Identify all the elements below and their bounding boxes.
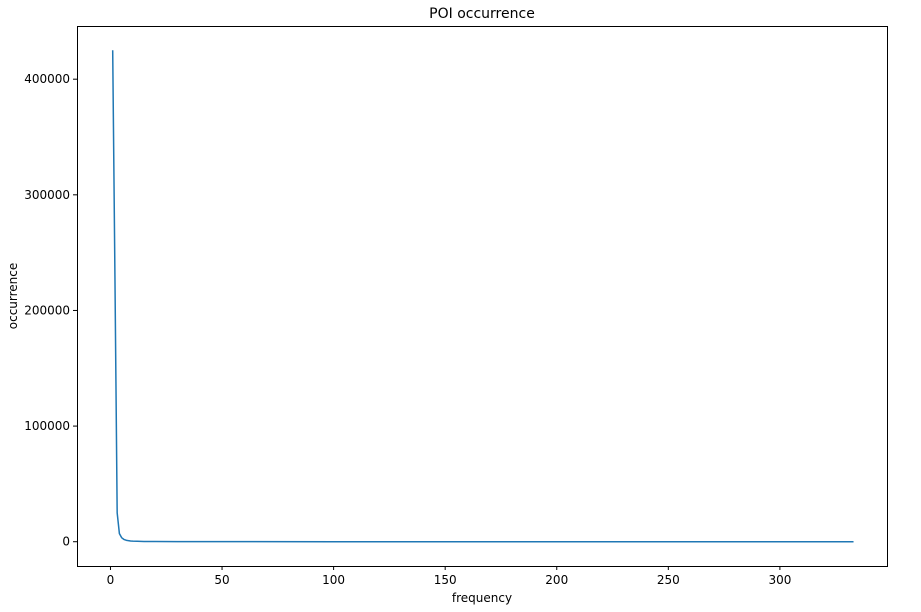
y-tick-label: 0 bbox=[62, 535, 70, 549]
x-tick-label: 0 bbox=[107, 573, 115, 587]
x-tick-label: 150 bbox=[434, 573, 457, 587]
x-tick-label: 300 bbox=[768, 573, 791, 587]
y-tick-label: 200000 bbox=[24, 303, 70, 317]
plot-area bbox=[111, 50, 854, 543]
chart-title: POI occurrence bbox=[429, 6, 535, 22]
x-axis: 0 50 100 150 200 250 300 bbox=[107, 566, 791, 587]
x-axis-title: frequency bbox=[452, 591, 512, 605]
x-tick-label: 200 bbox=[545, 573, 568, 587]
y-axis: 0 100000 200000 300000 400000 bbox=[24, 72, 77, 549]
x-tick-label: 250 bbox=[657, 573, 680, 587]
y-tick-label: 400000 bbox=[24, 72, 70, 86]
series-line-0 bbox=[111, 50, 854, 543]
x-tick-label: 50 bbox=[214, 573, 229, 587]
y-tick-label: 300000 bbox=[24, 188, 70, 202]
y-axis-title: occurrence bbox=[6, 263, 20, 330]
y-tick-label: 100000 bbox=[24, 419, 70, 433]
x-tick-label: 100 bbox=[322, 573, 345, 587]
axes-frame bbox=[77, 26, 888, 567]
